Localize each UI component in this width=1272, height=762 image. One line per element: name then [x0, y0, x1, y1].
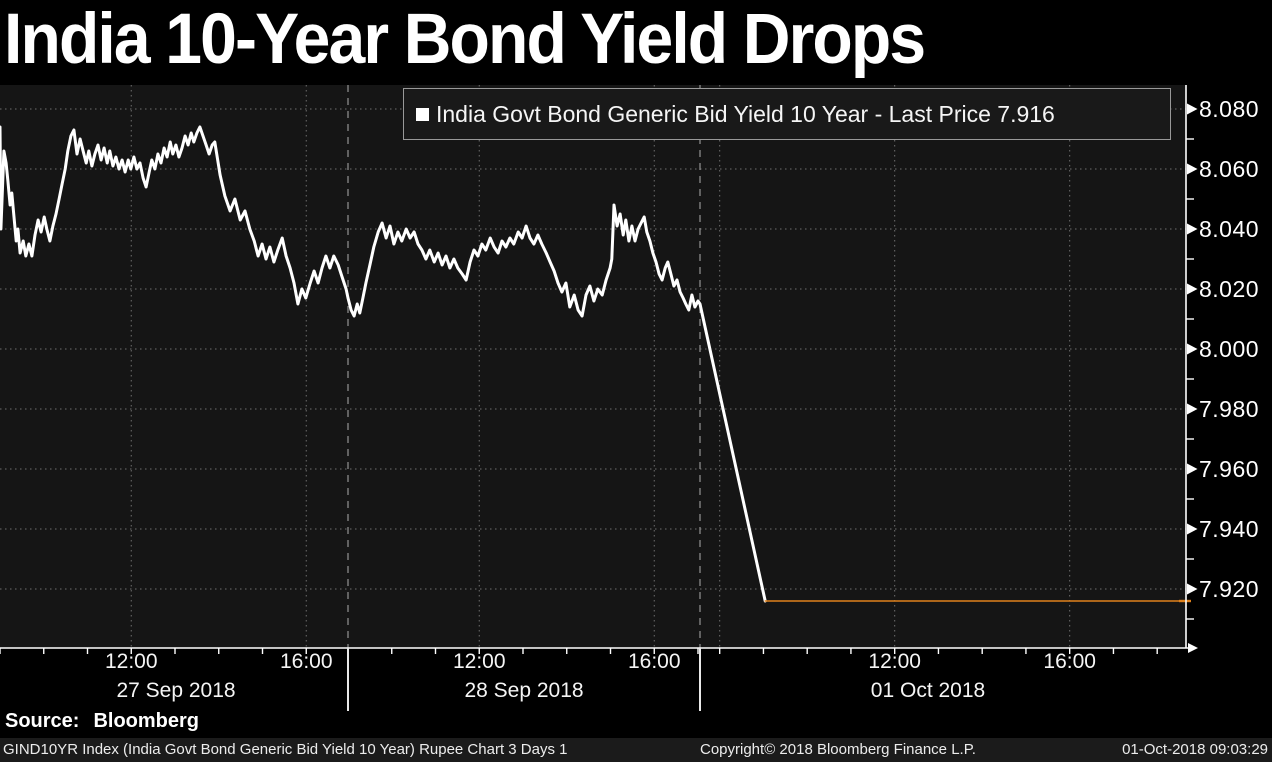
y-axis-label: 8.020: [1199, 276, 1260, 302]
y-axis-label: 8.040: [1199, 216, 1260, 242]
date-label: 27 Sep 2018: [116, 679, 236, 702]
chart-plot-area: [0, 85, 1198, 654]
y-axis-label: 7.980: [1199, 396, 1260, 422]
source-label: Source:: [5, 710, 80, 732]
copyright-notice: Copyright© 2018 Bloomberg Finance L.P.: [700, 741, 976, 758]
date-label: 28 Sep 2018: [464, 679, 584, 702]
yield-series-line: [0, 125, 767, 603]
time-label: 16:00: [627, 650, 681, 673]
day-separator: [699, 648, 701, 711]
y-tick-arrow-icon: [1187, 343, 1198, 355]
time-label: 16:00: [1043, 650, 1096, 673]
ticker-description: GIND10YR Index (India Govt Bond Generic …: [3, 741, 568, 758]
date-label: 01 Oct 2018: [870, 679, 986, 702]
y-axis-label: 7.940: [1199, 516, 1260, 542]
time-label: 12:00: [868, 650, 921, 673]
y-axis-label: 8.000: [1199, 336, 1260, 362]
y-tick-arrow-icon: [1187, 223, 1198, 235]
y-tick-arrow-icon: [1187, 523, 1198, 535]
y-tick-arrow-icon: [1187, 403, 1198, 415]
x-axis-arrow-icon: [1188, 643, 1198, 653]
legend-label: India Govt Bond Generic Bid Yield 10 Yea…: [436, 100, 1055, 127]
time-label: 12:00: [104, 650, 158, 673]
legend-box: India Govt Bond Generic Bid Yield 10 Yea…: [403, 88, 1171, 140]
terminal-status-bar: GIND10YR Index (India Govt Bond Generic …: [0, 738, 1272, 762]
plot-background: [0, 85, 1186, 648]
y-axis-label: 8.060: [1199, 156, 1260, 182]
y-tick-arrow-icon: [1187, 103, 1198, 115]
y-tick-arrow-icon: [1187, 583, 1198, 595]
source-value: Bloomberg: [93, 710, 200, 732]
page-title: India 10-Year Bond Yield Drops: [4, 0, 926, 79]
time-label: 16:00: [279, 650, 333, 673]
source-line: Source: Bloomberg: [5, 710, 199, 733]
y-tick-arrow-icon: [1187, 463, 1198, 475]
legend-series-marker-icon: [416, 107, 429, 121]
y-tick-arrow-icon: [1187, 283, 1198, 295]
y-axis-label: 7.960: [1199, 456, 1260, 482]
y-axis-label: 8.080: [1199, 96, 1260, 122]
y-tick-arrow-icon: [1187, 163, 1198, 175]
y-axis-label: 7.920: [1199, 576, 1260, 602]
timestamp: 01-Oct-2018 09:03:29: [1122, 741, 1268, 758]
time-label: 12:00: [452, 650, 506, 673]
day-separator: [347, 648, 349, 711]
